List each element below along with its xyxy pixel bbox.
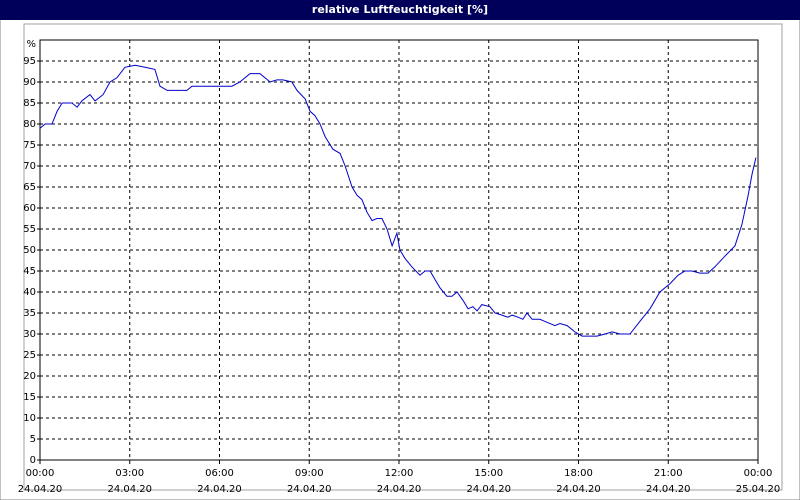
y-tick-label: 50 xyxy=(23,245,36,256)
x-tick-date: 24.04.20 xyxy=(466,484,511,495)
x-tick-label: 09:00 xyxy=(295,468,324,479)
data-line xyxy=(39,64,757,337)
x-tick-date: 24.04.20 xyxy=(197,484,242,495)
y-tick-label: 40 xyxy=(23,287,36,298)
panel xyxy=(23,23,783,491)
y-tick-label: 85 xyxy=(23,98,36,109)
x-tick-date: 24.04.20 xyxy=(107,484,152,495)
x-tick-label: 00:00 xyxy=(744,468,773,479)
y-tick-label: 25 xyxy=(23,350,36,361)
x-tick-date: 24.04.20 xyxy=(377,484,422,495)
y-tick-label: 55 xyxy=(23,224,36,235)
y-tick-label: 75 xyxy=(23,140,36,151)
x-tick-label: 03:00 xyxy=(115,468,144,479)
y-tick-label: 70 xyxy=(23,161,36,172)
x-tick-date: 24.04.20 xyxy=(18,484,63,495)
x-tick-date: 24.04.20 xyxy=(646,484,691,495)
y-tick-label: 0 xyxy=(30,455,36,466)
x-tick-label: 12:00 xyxy=(385,468,414,479)
x-tick-label: 06:00 xyxy=(205,468,234,479)
y-tick-label: 10 xyxy=(23,413,36,424)
y-tick-label: 90 xyxy=(23,77,36,88)
x-tick-label: 15:00 xyxy=(474,468,503,479)
y-tick-label: 30 xyxy=(23,329,36,340)
chart-title: relative Luftfeuchtigkeit [%] xyxy=(312,3,488,16)
title-bar xyxy=(0,0,800,20)
x-tick-date: 25.04.20 xyxy=(736,484,781,495)
x-tick-label: 21:00 xyxy=(654,468,683,479)
x-tick-label: 18:00 xyxy=(564,468,593,479)
y-tick-label: 15 xyxy=(23,392,36,403)
x-tick-date: 24.04.20 xyxy=(556,484,601,495)
x-tick-label: 00:00 xyxy=(26,468,55,479)
x-tick-date: 24.04.20 xyxy=(287,484,332,495)
y-tick-label: 95 xyxy=(23,56,36,67)
y-tick-label: 60 xyxy=(23,203,36,214)
y-axis-label: % xyxy=(26,39,36,50)
y-tick-label: 5 xyxy=(30,434,36,445)
y-tick-label: 80 xyxy=(23,119,36,130)
y-tick-label: 65 xyxy=(23,182,36,193)
y-tick-label: 45 xyxy=(23,266,36,277)
y-tick-label: 35 xyxy=(23,308,36,319)
y-tick-label: 20 xyxy=(23,371,36,382)
